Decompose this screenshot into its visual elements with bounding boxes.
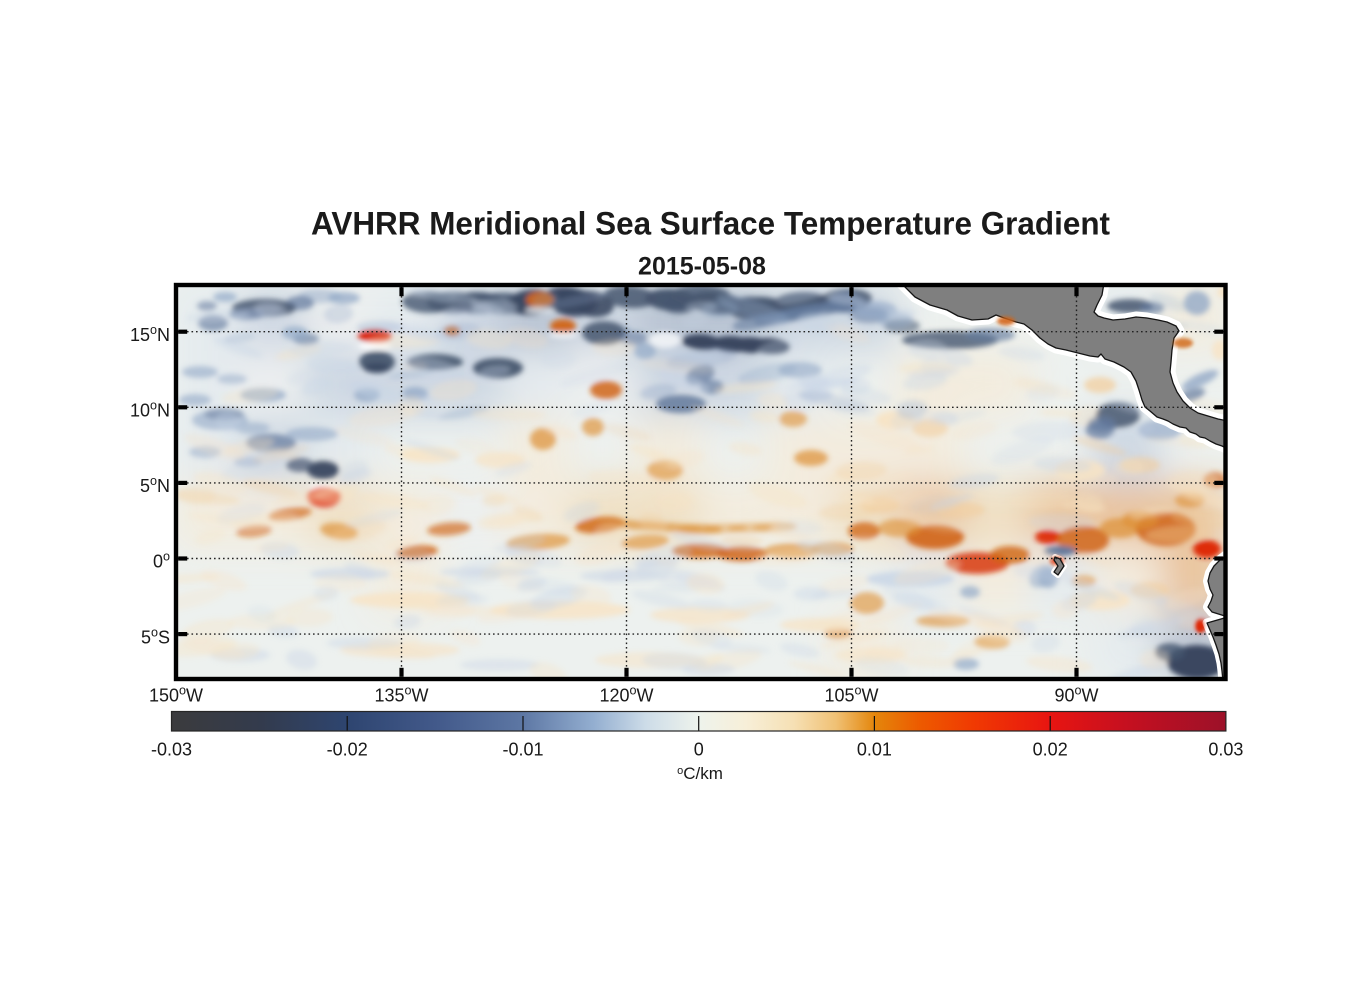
svg-text:-0.03: -0.03 (151, 740, 192, 760)
svg-text:15oN: 15oN (130, 323, 170, 345)
svg-text:oC/km: oC/km (677, 764, 723, 783)
svg-text:2015-05-08: 2015-05-08 (638, 253, 766, 281)
svg-text:0.03: 0.03 (1208, 740, 1243, 760)
svg-text:10oN: 10oN (130, 399, 170, 421)
svg-text:150oW: 150oW (149, 684, 203, 706)
svg-text:105oW: 105oW (824, 684, 878, 706)
svg-text:-0.01: -0.01 (502, 740, 543, 760)
svg-text:135oW: 135oW (374, 684, 428, 706)
svg-text:0.02: 0.02 (1033, 740, 1068, 760)
svg-text:AVHRR Meridional Sea Surface T: AVHRR Meridional Sea Surface Temperature… (311, 206, 1110, 242)
svg-text:0.01: 0.01 (857, 740, 892, 760)
svg-text:0: 0 (694, 740, 704, 760)
svg-text:120oW: 120oW (599, 684, 653, 706)
svg-text:90oW: 90oW (1054, 684, 1098, 706)
svg-text:-0.02: -0.02 (327, 740, 368, 760)
svg-text:5oN: 5oN (140, 474, 170, 496)
svg-text:5oS: 5oS (141, 625, 170, 647)
